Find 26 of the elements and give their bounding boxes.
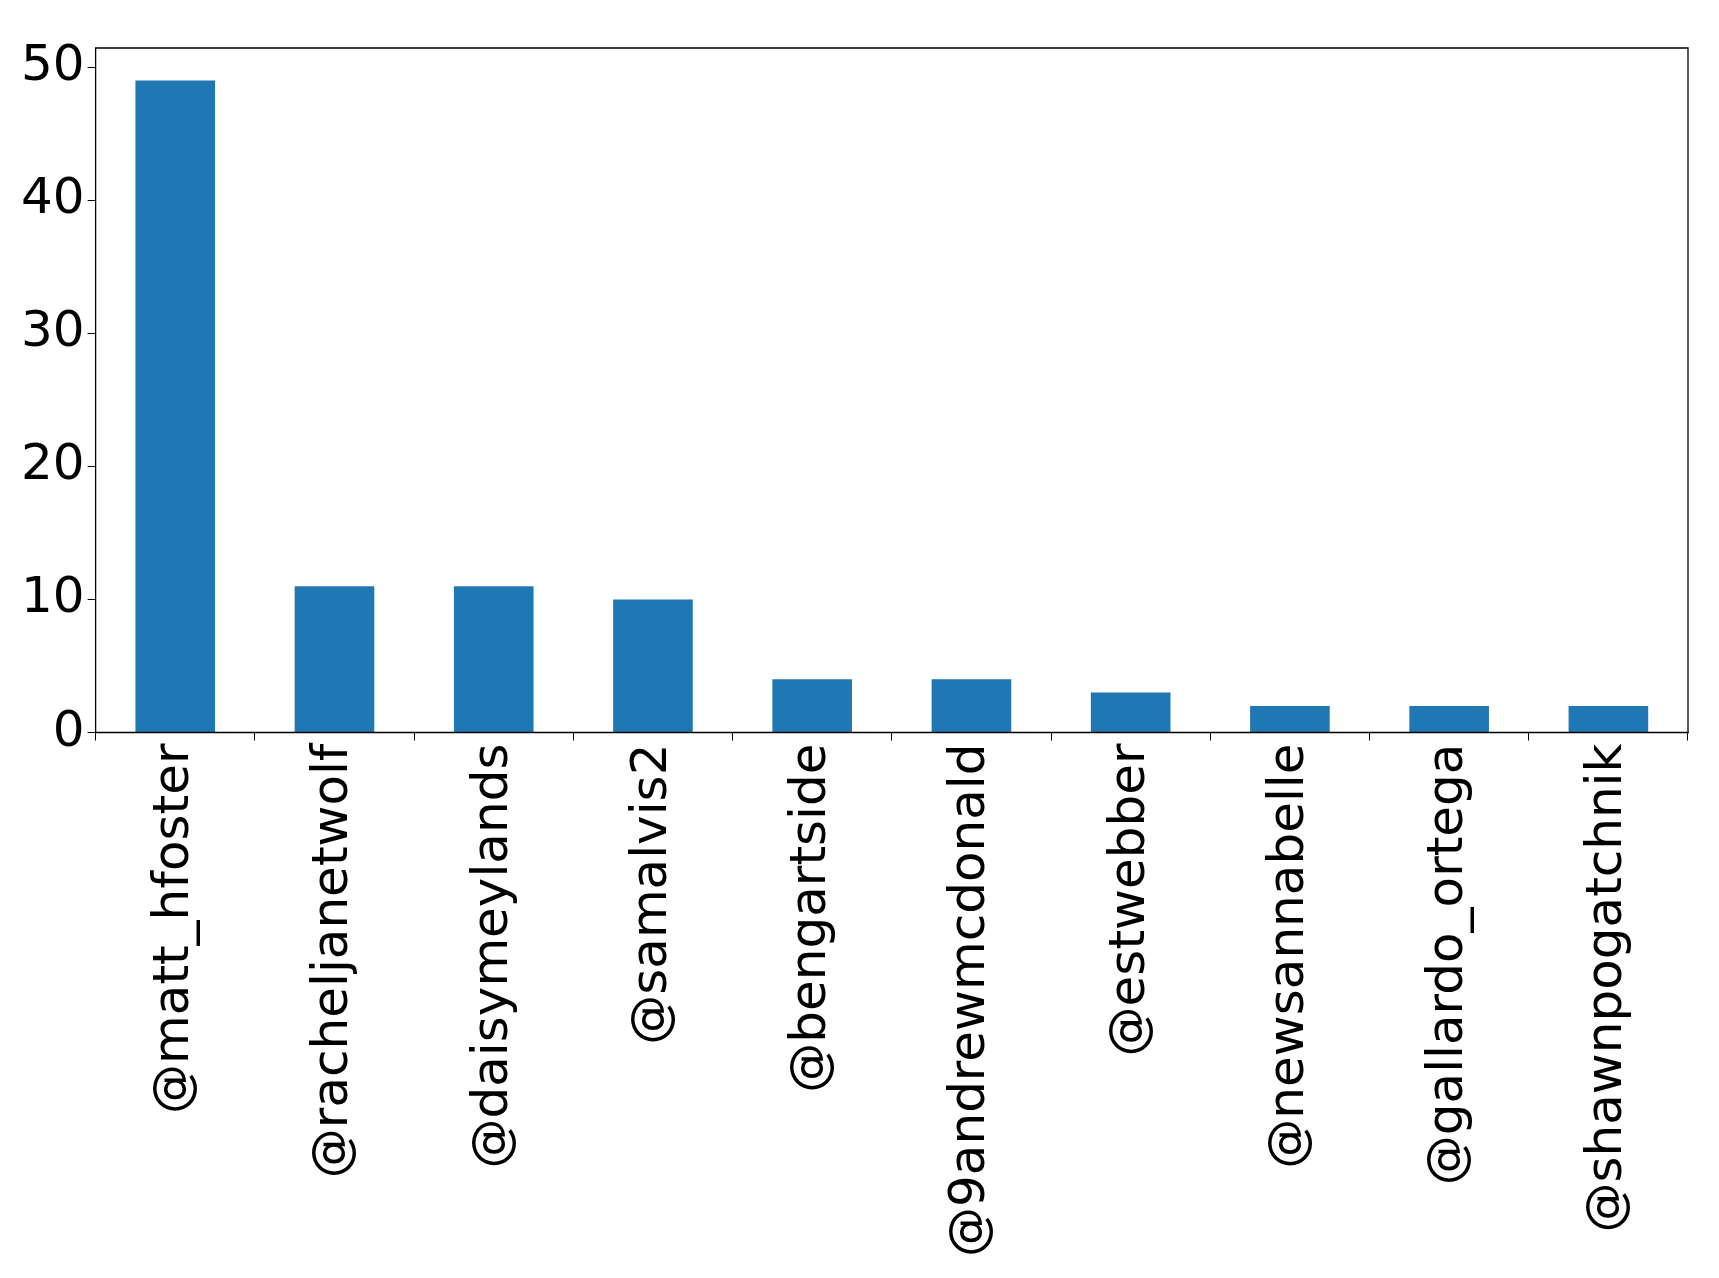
y-tick-label: 30 (21, 300, 85, 359)
x-tick-label: @9andrewmcdonald (938, 743, 997, 1258)
x-tick-label: @samalvis2 (619, 743, 678, 1045)
y-tick-label: 20 (21, 433, 85, 492)
x-tick-label: @shawnpogatchnik (1575, 743, 1634, 1233)
bar (772, 679, 852, 733)
bar (1409, 705, 1489, 733)
x-tick-label: @matt_hfoster (142, 743, 201, 1114)
bar (1568, 705, 1649, 733)
bar (613, 599, 693, 733)
x-tick-label: @daisymeylands (460, 743, 519, 1169)
x-tick-label: @newsannabelle (1256, 743, 1315, 1169)
y-tick-label: 0 (52, 699, 85, 758)
bar (1250, 705, 1330, 733)
bar (931, 679, 1012, 733)
x-tick-label: @estwebber (1097, 743, 1156, 1057)
bar (135, 80, 216, 733)
y-tick-label: 10 (21, 566, 85, 625)
bar (1090, 692, 1171, 733)
x-tick-label: @bengartside (779, 743, 838, 1093)
x-tick-label: @racheljanetwolf (301, 742, 360, 1179)
x-tick-label: @gallardo_ortega (1416, 743, 1475, 1186)
y-tick-label: 40 (21, 167, 85, 226)
bar (453, 586, 534, 733)
bar (294, 586, 375, 733)
y-tick-label: 50 (21, 34, 85, 93)
